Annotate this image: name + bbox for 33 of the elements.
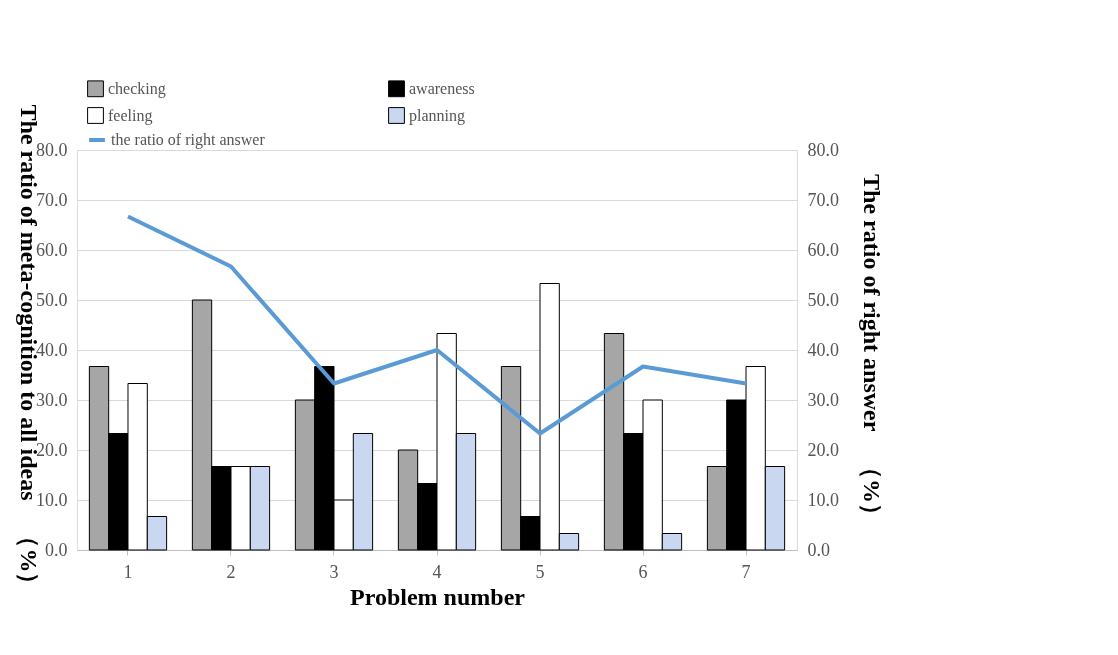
y2-tick-label: 50.0 — [807, 289, 839, 310]
legend-label: awareness — [409, 79, 475, 97]
x-tick-label: 1 — [123, 561, 133, 582]
legend-label: checking — [108, 79, 166, 98]
y-tick-label: 20.0 — [36, 439, 68, 460]
y2-tick-label: 0.0 — [807, 539, 830, 560]
y-tick-label: 60.0 — [36, 239, 68, 260]
y2-tick-label: 30.0 — [807, 389, 839, 410]
y-tick-label: 0.0 — [45, 539, 68, 560]
y-tick-label: 30.0 — [36, 389, 68, 410]
y2-tick-label: 80.0 — [807, 139, 839, 160]
y-tick-label: 70.0 — [36, 189, 68, 210]
y2-axis-title: The ratio of right answer （%） — [859, 174, 885, 527]
x-tick-label: 3 — [329, 561, 339, 582]
x-tick-label: 5 — [535, 561, 545, 582]
y2-tick-label: 60.0 — [807, 239, 839, 260]
y2-tick-label: 10.0 — [807, 489, 839, 510]
y-tick-label: 40.0 — [36, 339, 68, 360]
y-tick-label: 10.0 — [36, 489, 68, 510]
y2-tick-label: 40.0 — [807, 339, 839, 360]
x-tick-label: 7 — [741, 561, 751, 582]
x-tick-label: 2 — [226, 561, 236, 582]
y-tick-label: 80.0 — [36, 139, 68, 160]
legend-label: the ratio of right answer — [111, 131, 266, 149]
legend-label: feeling — [108, 106, 153, 125]
line-series — [125, 214, 749, 436]
x-axis-title: Problem number — [350, 583, 526, 610]
y2-tick-label: 20.0 — [807, 439, 839, 460]
y-tick-label: 50.0 — [36, 289, 68, 310]
x-tick-label: 6 — [638, 561, 648, 582]
x-tick-label: 4 — [432, 561, 442, 582]
y2-tick-label: 70.0 — [807, 189, 839, 210]
legend-label: planning — [409, 106, 465, 125]
